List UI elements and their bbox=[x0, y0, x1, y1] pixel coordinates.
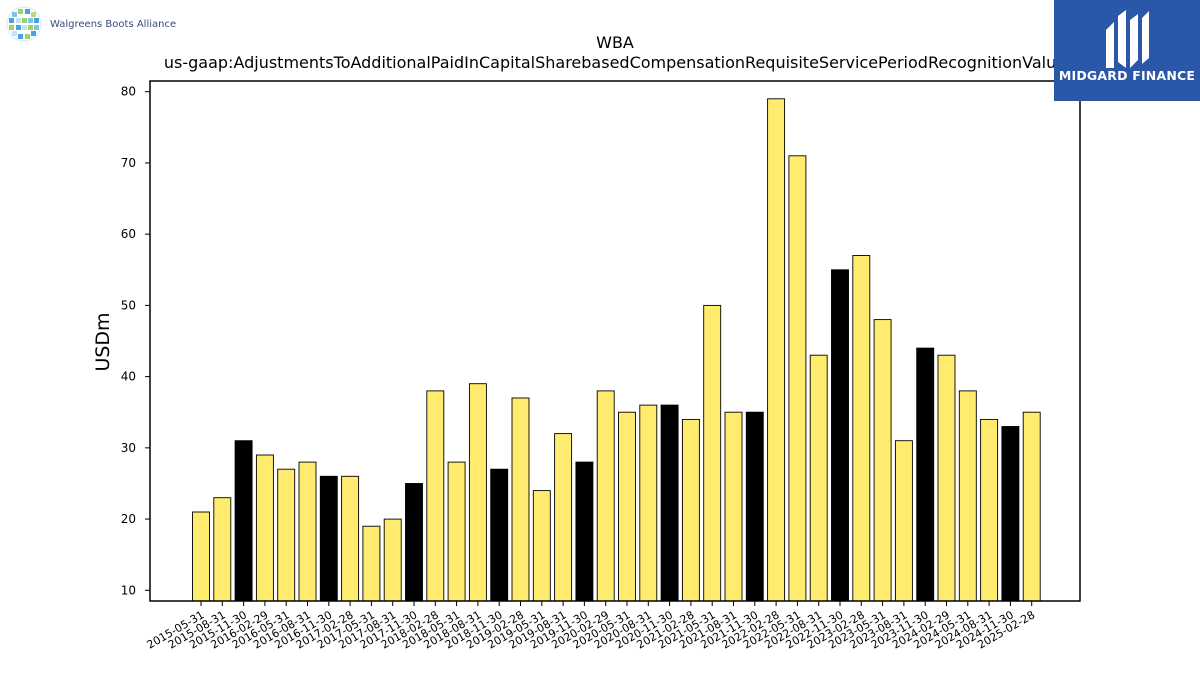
bar-2017-05-31 bbox=[362, 525, 381, 602]
bar-2024-11-30 bbox=[1001, 426, 1020, 602]
bar-2020-02-29 bbox=[596, 390, 615, 602]
bars-group bbox=[192, 98, 1041, 602]
bar-2015-11-30 bbox=[234, 440, 253, 602]
bar-2017-11-30 bbox=[405, 483, 423, 602]
bar-2020-11-30 bbox=[660, 404, 679, 602]
plot-frame bbox=[149, 80, 1081, 602]
bar-2015-05-31 bbox=[192, 511, 210, 602]
x-axis-ticks: 2015-05-312015-08-312015-11-302016-02-29… bbox=[145, 601, 1037, 652]
bar-2019-11-30 bbox=[575, 461, 594, 602]
walgreens-logo-text: Walgreens Boots Alliance bbox=[50, 18, 177, 30]
midgard-finance-mark-icon bbox=[1106, 10, 1149, 68]
bar-2019-05-31 bbox=[532, 490, 551, 602]
y-tick-label: 50 bbox=[121, 298, 136, 312]
bar-2016-02-29 bbox=[255, 454, 274, 602]
walgreens-logo-mark-icon bbox=[6, 6, 42, 42]
y-tick-label: 80 bbox=[121, 85, 136, 99]
bar-2024-02-29 bbox=[937, 354, 956, 602]
bar-2021-02-28 bbox=[681, 418, 700, 602]
bar-2019-08-31 bbox=[554, 433, 573, 602]
bar-2018-11-30 bbox=[490, 468, 509, 602]
bar-2021-08-31 bbox=[724, 411, 743, 602]
bar-2017-02-28 bbox=[341, 475, 360, 602]
bar-2019-02-28 bbox=[511, 397, 530, 602]
y-tick-label: 20 bbox=[121, 512, 136, 526]
bar-2021-11-30 bbox=[745, 411, 764, 602]
bar-2020-05-31 bbox=[618, 411, 636, 602]
y-axis-ticks: 10 20 30 40 50 60 70 80 bbox=[121, 85, 150, 597]
bar-2015-08-31 bbox=[213, 497, 232, 602]
chart-title: WBA bbox=[596, 33, 634, 52]
bar-2016-11-30 bbox=[319, 475, 338, 602]
y-tick-label: 40 bbox=[121, 370, 136, 384]
midgard-finance-text: MIDGARD FINANCE bbox=[1058, 68, 1196, 83]
chart-subtitle: us-gaap:AdjustmentsToAdditionalPaidInCap… bbox=[164, 53, 1066, 72]
bar-2016-08-31 bbox=[298, 461, 317, 602]
bar-2023-02-28 bbox=[852, 255, 871, 602]
bar-2023-08-31 bbox=[894, 440, 913, 602]
bar-2024-05-31 bbox=[958, 390, 977, 602]
bar-2024-08-31 bbox=[980, 418, 999, 602]
bar-2022-05-31 bbox=[788, 155, 807, 602]
y-tick-label: 70 bbox=[121, 156, 136, 170]
walgreens-logo: Walgreens Boots Alliance bbox=[4, 4, 176, 44]
bar-2023-05-31 bbox=[873, 319, 892, 602]
bar-2017-08-31 bbox=[383, 518, 402, 602]
bar-2025-02-28 bbox=[1022, 411, 1041, 602]
bar-2020-08-31 bbox=[639, 404, 658, 602]
y-tick-label: 30 bbox=[121, 441, 136, 455]
bar-2018-08-31 bbox=[468, 383, 487, 602]
bar-2022-11-30 bbox=[831, 269, 849, 602]
bar-2016-05-31 bbox=[277, 468, 296, 602]
bar-2021-05-31 bbox=[703, 304, 722, 602]
y-tick-label: 10 bbox=[121, 583, 136, 597]
bar-2018-05-31 bbox=[447, 461, 466, 602]
y-axis-label: USDm bbox=[92, 312, 114, 371]
bar-2018-02-28 bbox=[426, 390, 445, 602]
midgard-finance-logo: MIDGARD FINANCE bbox=[1054, 0, 1200, 101]
bar-2022-08-31 bbox=[809, 354, 828, 602]
bar-2022-02-28 bbox=[767, 98, 786, 602]
y-tick-label: 60 bbox=[121, 227, 136, 241]
bar-2023-11-30 bbox=[916, 347, 935, 602]
